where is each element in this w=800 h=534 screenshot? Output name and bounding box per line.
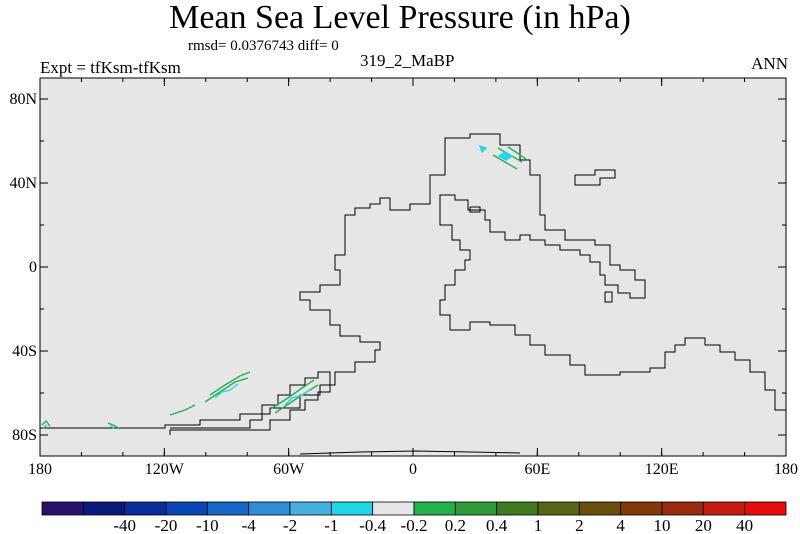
contour-cyan-2: [478, 144, 488, 154]
season-label: ANN: [751, 54, 788, 73]
lon-tick-label: 0: [409, 461, 417, 478]
contour-green-6: [274, 384, 319, 414]
colorbar-swatch: [372, 501, 415, 516]
colorbar-swatch: [620, 501, 663, 516]
colorbar-label: -10: [196, 516, 219, 534]
colorbar-swatch: [496, 501, 539, 516]
colorbar-swatch: [165, 501, 208, 516]
contour-green-3: [507, 146, 528, 161]
colorbar-swatch: [289, 501, 332, 516]
colorbar-swatch: [661, 501, 704, 516]
coastline-southern-sliver: [169, 371, 331, 435]
lon-tick-label: 60E: [524, 461, 550, 478]
colorbar-label: 0.4: [486, 516, 508, 534]
colorbar-label: -20: [155, 516, 178, 534]
contour-cyan-3: [214, 383, 239, 399]
colorbar-swatch: [206, 501, 250, 516]
latitude-ticks: 80N 40N 0 40S 80S: [9, 91, 786, 444]
colorbar-swatch: [82, 501, 126, 516]
contour-green-5: [204, 377, 249, 403]
lon-tick-label: 180: [28, 461, 52, 478]
lon-tick-label: 120E: [645, 461, 679, 478]
colorbar-label: -1: [324, 516, 338, 534]
coastline-americas: [40, 133, 786, 429]
colorbar-swatch: [248, 501, 291, 516]
lat-tick-label: 40S: [12, 343, 37, 360]
colorbar-label: -0.4: [359, 516, 386, 534]
colorbar-label: 2: [575, 516, 584, 534]
colorbar-swatch: [124, 501, 167, 516]
colorbar-swatch: [413, 501, 456, 516]
contour-green-10: [41, 419, 51, 427]
difference-contours: [41, 144, 528, 430]
contour-green-7: [271, 379, 315, 409]
colorbar-swatch: [330, 501, 374, 516]
colorbar-label: 10: [654, 516, 671, 534]
colorbar-label: 4: [616, 516, 625, 534]
colorbar-swatch: [744, 501, 787, 516]
coastline-asia-island: [574, 169, 616, 186]
colorbar-label: 0.2: [445, 516, 466, 534]
contour-green-8: [169, 404, 196, 416]
colorbar-label: -4: [242, 516, 257, 534]
rmsd-diff-label: rmsd= 0.0376743 diff= 0: [188, 38, 339, 54]
colorbar-label: 40: [736, 516, 753, 534]
contour-cyan-1: [497, 151, 514, 161]
coastline-antarctic-rim: [299, 450, 521, 455]
lat-tick-label: 40N: [9, 175, 37, 192]
lat-tick-label: 0: [29, 259, 37, 276]
lat-tick-label: 80N: [9, 91, 37, 108]
colorbar-swatch: [537, 501, 580, 516]
coastline-small-island-2: [604, 291, 613, 303]
lon-tick-label: 60W: [273, 461, 305, 478]
coastline-small-island-1: [469, 206, 481, 213]
lat-tick-label: 80S: [12, 427, 37, 444]
contour-cyan-4: [284, 389, 311, 406]
contour-cyan-6: [42, 424, 48, 429]
contour-cyan-5: [109, 425, 115, 429]
colorbar-label: -0.2: [401, 516, 428, 534]
colorbar-swatch: [454, 501, 498, 516]
lon-tick-label: 180: [774, 461, 798, 478]
model-run-label: 319_2_MaBP: [360, 51, 455, 70]
colorbar-swatch: [578, 501, 622, 516]
colorbar-label: -40: [113, 516, 136, 534]
colorbar-label: -2: [283, 516, 297, 534]
longitude-ticks: 180 120W 60W 0 60E 120E 180: [28, 78, 798, 478]
contour-green-4: [209, 371, 251, 396]
colorbar-swatch: [702, 501, 746, 516]
experiment-label: Expt = tfKsm-tfKsm: [40, 58, 181, 77]
colorbar-swatch: [41, 501, 84, 516]
lon-tick-label: 120W: [145, 461, 185, 478]
plot-title: Mean Sea Level Pressure (in hPa): [169, 0, 631, 36]
contour-green-2: [492, 154, 518, 170]
colorbar-label: 1: [534, 516, 543, 534]
contour-green-9: [107, 422, 121, 430]
map-background: [39, 77, 787, 457]
colorbar: -40 -20 -10 -4 -2 -1 -0.4 -0.2 0.2 0.4 1 2 4 10 20 40: [41, 501, 787, 534]
coastlines: [40, 133, 786, 455]
colorbar-label: 20: [695, 516, 712, 534]
